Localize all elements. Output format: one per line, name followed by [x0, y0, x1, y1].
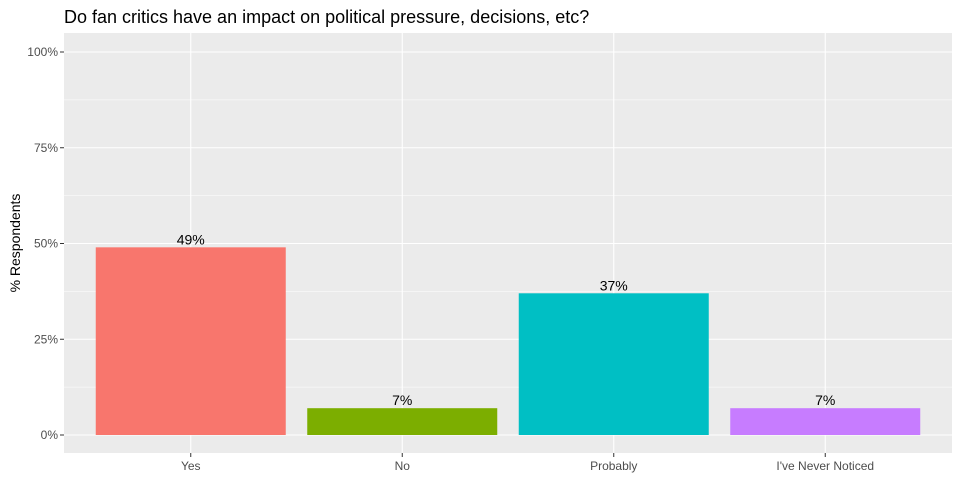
y-tick-label: 25%: [34, 332, 58, 346]
data-label-1: 7%: [392, 392, 412, 408]
bar-2: [518, 293, 709, 435]
y-tick-label: 100%: [27, 45, 58, 59]
data-label-3: 7%: [815, 392, 835, 408]
bar-0: [95, 247, 286, 435]
y-tick-label: 75%: [34, 141, 58, 155]
data-label-0: 49%: [177, 231, 205, 247]
bar-1: [307, 408, 498, 435]
y-tick-label: 50%: [34, 237, 58, 251]
x-axis: Yes No Probably I've Never Noticed: [181, 453, 874, 473]
x-tick-label-2: Probably: [590, 459, 637, 473]
data-labels: 49% 7% 37% 7%: [177, 231, 836, 408]
x-tick-label-0: Yes: [181, 459, 201, 473]
y-axis-title: % Respondents: [7, 194, 23, 293]
x-tick-label-3: I've Never Noticed: [776, 459, 874, 473]
bars: [95, 247, 921, 435]
chart-title: Do fan critics have an impact on politic…: [64, 7, 589, 27]
x-tick-label-1: No: [395, 459, 411, 473]
data-label-2: 37%: [600, 277, 628, 293]
bar-3: [730, 408, 921, 435]
y-tick-label: 0%: [41, 428, 59, 442]
y-axis: 0% 25% 50% 75% 100%: [27, 45, 64, 442]
